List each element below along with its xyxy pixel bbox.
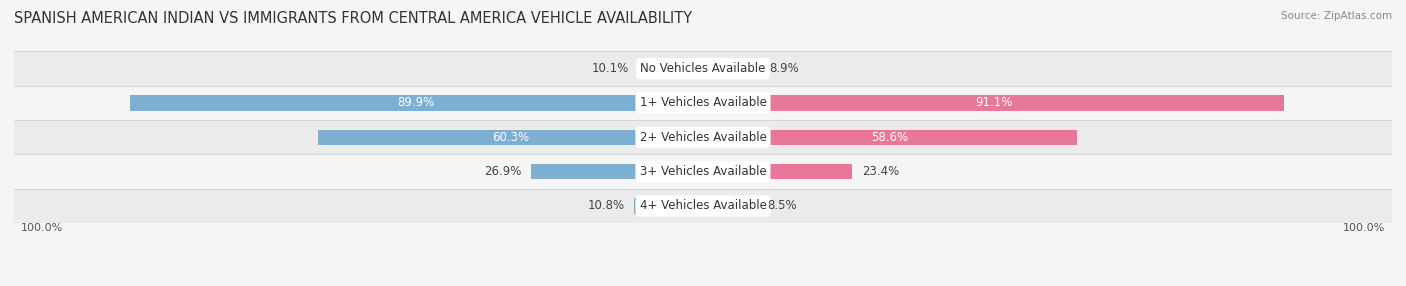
Text: 58.6%: 58.6% bbox=[872, 131, 908, 144]
Bar bbox=[14, 86, 1392, 120]
Text: 10.1%: 10.1% bbox=[592, 62, 628, 75]
Text: 8.9%: 8.9% bbox=[769, 62, 799, 75]
Bar bbox=[14, 51, 1392, 86]
Text: 1+ Vehicles Available: 1+ Vehicles Available bbox=[640, 96, 766, 110]
Text: 10.8%: 10.8% bbox=[588, 199, 624, 212]
Text: 4+ Vehicles Available: 4+ Vehicles Available bbox=[640, 199, 766, 212]
Text: 2+ Vehicles Available: 2+ Vehicles Available bbox=[640, 131, 766, 144]
Bar bbox=[703, 130, 1077, 145]
Text: 100.0%: 100.0% bbox=[21, 223, 63, 233]
Bar bbox=[14, 189, 1392, 223]
Text: 89.9%: 89.9% bbox=[398, 96, 434, 110]
Bar bbox=[14, 154, 1392, 189]
Text: 26.9%: 26.9% bbox=[485, 165, 522, 178]
Text: No Vehicles Available: No Vehicles Available bbox=[640, 62, 766, 75]
Bar bbox=[14, 120, 1392, 154]
Bar bbox=[129, 95, 703, 111]
Bar bbox=[634, 198, 703, 214]
Bar bbox=[638, 61, 703, 76]
Text: 60.3%: 60.3% bbox=[492, 131, 529, 144]
Text: 91.1%: 91.1% bbox=[974, 96, 1012, 110]
Text: Source: ZipAtlas.com: Source: ZipAtlas.com bbox=[1281, 11, 1392, 21]
Text: 100.0%: 100.0% bbox=[1343, 223, 1385, 233]
Bar bbox=[318, 130, 703, 145]
Bar bbox=[703, 95, 1284, 111]
Text: 8.5%: 8.5% bbox=[766, 199, 796, 212]
Bar bbox=[531, 164, 703, 179]
Text: SPANISH AMERICAN INDIAN VS IMMIGRANTS FROM CENTRAL AMERICA VEHICLE AVAILABILITY: SPANISH AMERICAN INDIAN VS IMMIGRANTS FR… bbox=[14, 11, 692, 26]
Text: 23.4%: 23.4% bbox=[862, 165, 898, 178]
Text: 3+ Vehicles Available: 3+ Vehicles Available bbox=[640, 165, 766, 178]
Bar bbox=[703, 164, 852, 179]
Bar bbox=[703, 198, 758, 214]
Bar bbox=[703, 61, 759, 76]
